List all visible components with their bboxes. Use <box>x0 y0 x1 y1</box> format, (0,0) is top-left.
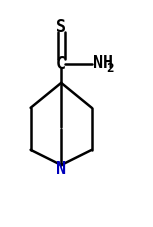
Text: N: N <box>56 160 66 178</box>
Text: NH: NH <box>93 54 113 72</box>
Text: S: S <box>56 18 66 36</box>
Text: C: C <box>56 54 66 73</box>
Text: 2: 2 <box>106 62 114 75</box>
